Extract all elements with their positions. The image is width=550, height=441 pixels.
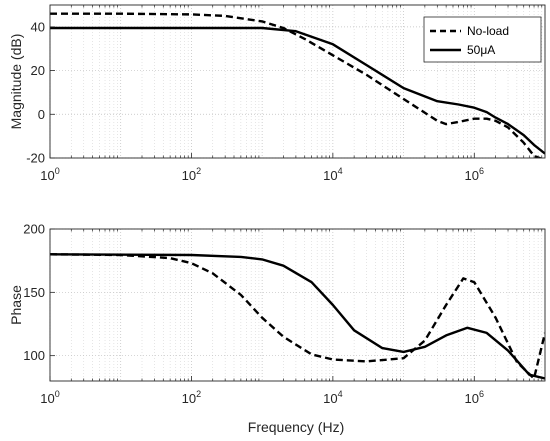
x-tick-label: 100 [40, 166, 59, 183]
axes-frame [49, 228, 546, 382]
y-tick-label: 40 [31, 19, 45, 34]
x-axis-label: Frequency (Hz) [248, 419, 344, 435]
x-tick-label: 100 [40, 389, 59, 406]
x-tick-label: 104 [323, 166, 342, 183]
x-tick-label: 102 [182, 166, 201, 183]
y-tick-label: 100 [23, 348, 45, 363]
series-line-no-load [50, 12, 543, 158]
x-tick-label: 104 [323, 389, 342, 406]
x-tick-label: 106 [465, 389, 484, 406]
series-line-no-load [50, 253, 545, 380]
y-tick-label: -20 [26, 151, 45, 166]
axes-frame [49, 4, 546, 159]
y-tick-label: 0 [38, 107, 45, 122]
y-tick-label: 150 [23, 285, 45, 300]
legend: No-load 50μA [423, 16, 542, 63]
legend-label-no-load: No-load [467, 24, 509, 38]
x-tick-label: 106 [465, 166, 484, 183]
series-line-50ua [50, 26, 545, 155]
x-tick-label: 102 [182, 389, 201, 406]
plot-area [50, 229, 545, 381]
phase-panel: 100 102 104 106 100 150 200 Phase [8, 222, 546, 406]
y-tick-label: 20 [31, 63, 45, 78]
y-axis-label: Phase [8, 285, 24, 325]
y-tick-label: 200 [23, 222, 45, 237]
legend-box [423, 16, 542, 63]
legend-label-50ua: 50μA [467, 43, 495, 57]
y-axis-label: Magnitude (dB) [8, 34, 24, 130]
series-line-50ua [50, 253, 545, 380]
